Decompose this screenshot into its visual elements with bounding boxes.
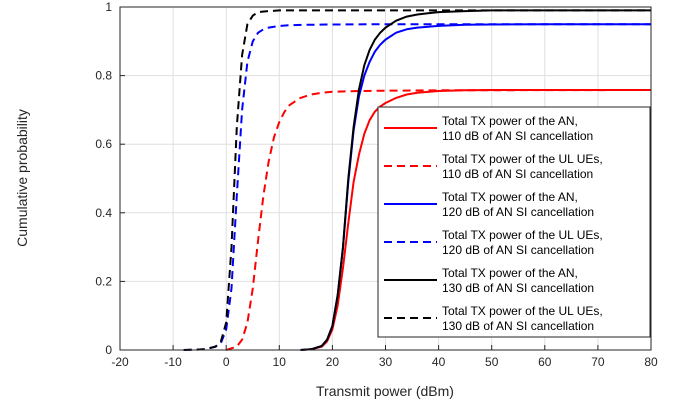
y-tick-label: 0.6 (95, 137, 112, 151)
x-tick-label: -10 (164, 355, 182, 369)
x-tick-label: 30 (379, 355, 393, 369)
x-tick-label: -20 (111, 355, 129, 369)
x-tick-label: 80 (644, 355, 658, 369)
legend-label-1: Total TX power of the AN, (442, 114, 578, 128)
legend-label-2: 110 dB of AN SI cancellation (442, 167, 593, 181)
legend-label-5: 130 dB of AN SI cancellation (442, 281, 594, 295)
legend-label-6: Total TX power of the UL UEs, (442, 304, 603, 318)
x-tick-label: 10 (273, 355, 287, 369)
series-line-6 (183, 9, 651, 351)
y-tick-label: 0.2 (95, 274, 112, 288)
x-tick-label: 50 (485, 355, 499, 369)
x-tick-label: 0 (223, 355, 230, 369)
legend-label-3: Total TX power of the AN, (442, 190, 578, 204)
y-tick-label: 0 (105, 343, 112, 357)
legend-label-1: 110 dB of AN SI cancellation (442, 129, 593, 143)
legend-label-6: 130 dB of AN SI cancellation (442, 319, 594, 333)
legend-label-5: Total TX power of the AN, (442, 266, 578, 280)
legend-label-3: 120 dB of AN SI cancellation (442, 205, 594, 219)
x-axis-title: Transmit power (dBm) (316, 383, 454, 399)
y-tick-label: 0.4 (95, 206, 112, 220)
series-lines (183, 9, 652, 351)
y-tick-label: 1 (105, 0, 112, 14)
y-tick-label: 0.8 (95, 69, 112, 83)
legend-label-2: Total TX power of the UL UEs, (442, 152, 603, 166)
legend: Total TX power of the AN,110 dB of AN SI… (377, 106, 651, 338)
y-axis-title: Cumulative probability (14, 109, 30, 247)
x-tick-label: 60 (538, 355, 552, 369)
series-line-5 (300, 9, 651, 351)
legend-label-4: 120 dB of AN SI cancellation (442, 243, 594, 257)
x-tick-label: 70 (591, 355, 605, 369)
legend-box (377, 106, 651, 338)
legend-label-4: Total TX power of the UL UEs, (442, 228, 603, 242)
x-tick-label: 40 (432, 355, 446, 369)
series-line-2 (225, 89, 652, 351)
axis-ticks: -20 -10 0 10 20 30 40 50 60 70 80 0 0.2 0.4 0.6 0.8 1 (95, 0, 658, 369)
series-line-4 (183, 23, 651, 351)
x-tick-label: 20 (326, 355, 340, 369)
